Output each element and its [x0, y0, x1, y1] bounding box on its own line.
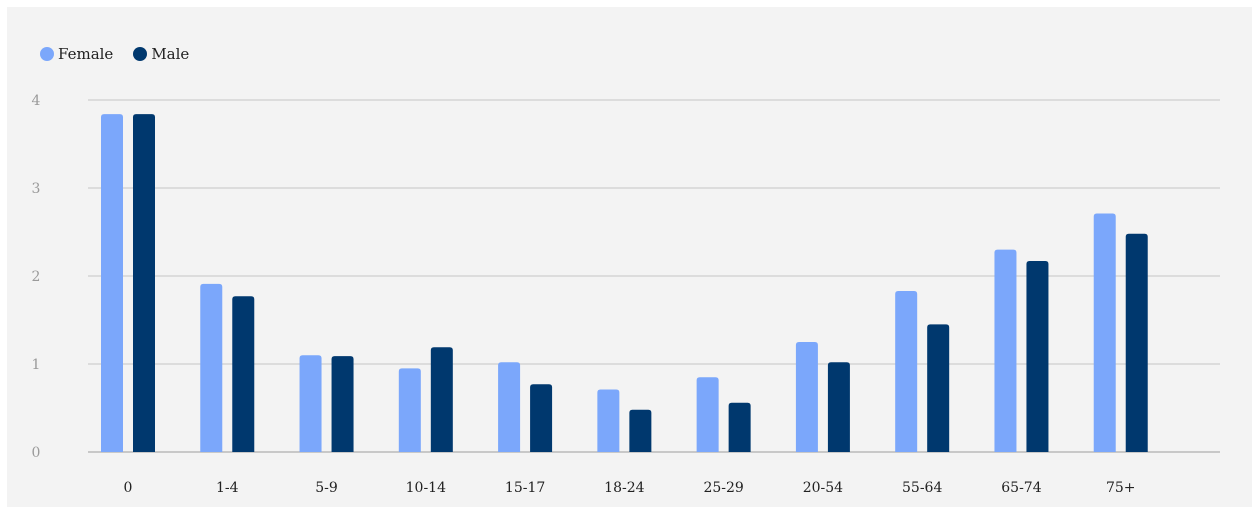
y-tick-label: 1	[32, 357, 41, 373]
bar-female-18-24[interactable]	[597, 389, 620, 452]
bar-male-0[interactable]	[133, 114, 155, 452]
x-tick-label: 25-29	[703, 480, 743, 496]
bar-female-20-54[interactable]	[795, 342, 818, 452]
legend-label-female: Female	[58, 45, 114, 63]
bar-female-65-74[interactable]	[994, 249, 1017, 452]
bar-male-75+[interactable]	[1125, 233, 1148, 452]
legend-item-female[interactable]: Female	[40, 45, 113, 63]
bar-male-10-14[interactable]	[430, 347, 453, 452]
x-tick-label: 15-17	[505, 480, 545, 496]
y-tick-label: 0	[32, 445, 41, 461]
legend-item-male[interactable]: Male	[133, 45, 189, 63]
x-tick-label: 5-9	[315, 480, 338, 496]
x-tick-label: 10-14	[406, 480, 446, 496]
bar-male-20-54[interactable]	[827, 362, 850, 452]
bar-female-75+[interactable]	[1093, 213, 1116, 452]
bar-female-0[interactable]	[101, 114, 123, 452]
bar-female-15-17[interactable]	[498, 362, 521, 452]
x-tick-label: 1-4	[216, 480, 239, 496]
x-tick-label: 18-24	[604, 480, 644, 496]
bar-female-5-9[interactable]	[299, 355, 322, 452]
bar-male-65-74[interactable]	[1026, 261, 1049, 452]
bar-male-25-29[interactable]	[728, 402, 751, 452]
bar-female-10-14[interactable]	[398, 368, 421, 452]
bar-male-18-24[interactable]	[629, 409, 652, 452]
bar-male-15-17[interactable]	[530, 384, 553, 452]
legend: Female Male	[40, 45, 189, 63]
bar-male-55-64[interactable]	[927, 324, 950, 452]
bar-female-55-64[interactable]	[895, 290, 918, 452]
x-tick-label: 20-54	[803, 480, 843, 496]
bar-female-1-4[interactable]	[200, 283, 223, 452]
x-tick-label: 0	[124, 480, 133, 496]
bar-male-5-9[interactable]	[331, 356, 354, 452]
bar-female-25-29[interactable]	[696, 377, 719, 452]
bar-male-1-4[interactable]	[232, 296, 255, 452]
legend-swatch-female	[40, 47, 54, 61]
legend-label-male: Male	[151, 45, 190, 63]
legend-swatch-male	[133, 47, 148, 61]
y-tick-label: 3	[32, 181, 41, 197]
y-tick-label: 4	[32, 93, 41, 109]
x-tick-label: 75+	[1106, 480, 1136, 496]
x-tick-label: 55-64	[902, 480, 942, 496]
y-tick-label: 2	[32, 269, 41, 285]
x-tick-label: 65-74	[1001, 480, 1041, 496]
